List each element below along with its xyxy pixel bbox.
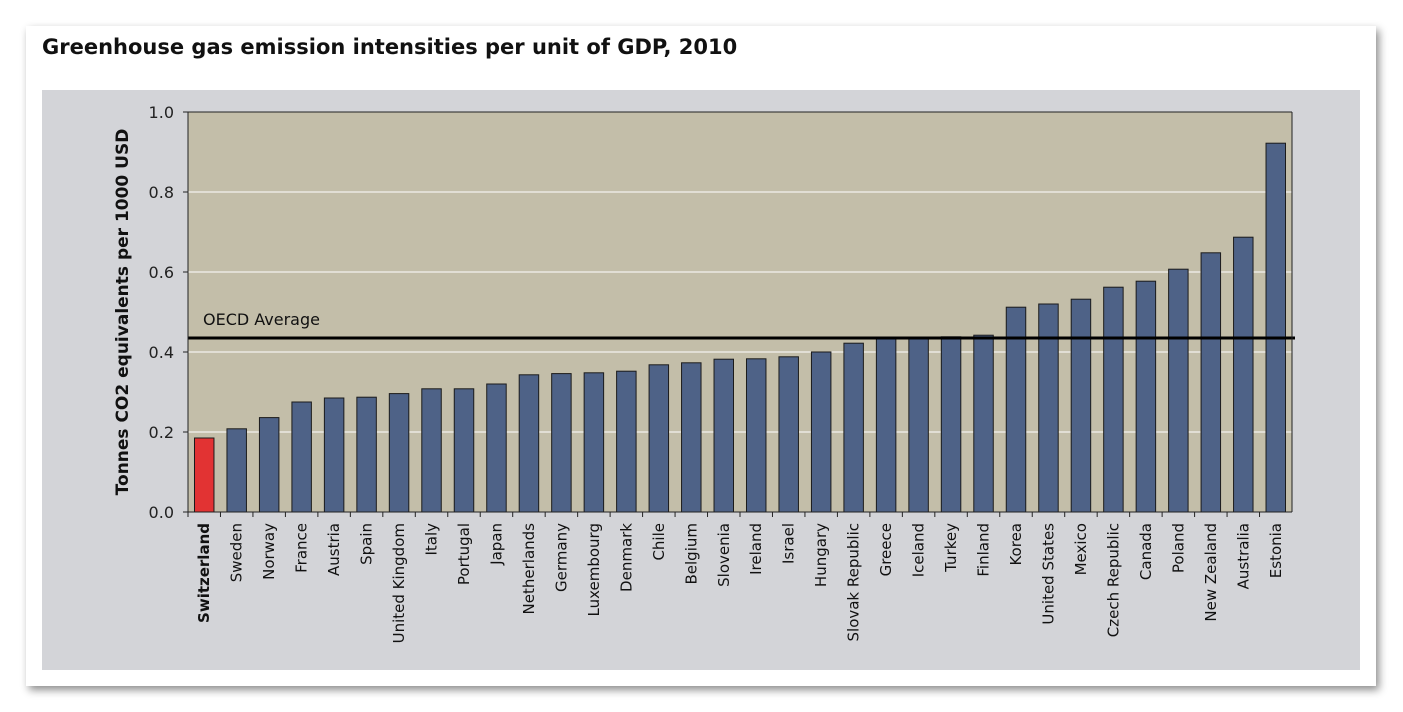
y-tick-label: 0.2 xyxy=(149,423,174,442)
bar-slovenia xyxy=(713,358,735,513)
x-tick-label: Australia xyxy=(1234,523,1252,589)
x-tick-label: Korea xyxy=(1007,523,1025,566)
x-tick-label: Luxembourg xyxy=(585,523,603,617)
chart-panel: OECD Average 0.0 0.2 0.4 0.6 0.8 1.0 Switzerl… xyxy=(42,90,1360,670)
x-tick-label: Estonia xyxy=(1267,523,1285,578)
bar-australia xyxy=(1233,236,1254,513)
y-tick-label: 0.4 xyxy=(149,343,174,362)
x-tick-label: Norway xyxy=(260,523,278,580)
bar-iceland xyxy=(908,337,929,513)
x-tick-label: Ireland xyxy=(747,523,765,575)
y-tick-label: 0.6 xyxy=(149,263,174,282)
bar-new-zealand xyxy=(1200,252,1222,513)
bar-france xyxy=(291,401,312,513)
bar-netherlands xyxy=(518,374,540,513)
y-tick-label: 0.8 xyxy=(149,183,174,202)
bar-israel xyxy=(778,356,799,513)
x-tick-label: United States xyxy=(1039,523,1057,625)
bar-greece xyxy=(875,337,897,513)
bar-germany xyxy=(551,373,572,513)
bar-united-kingdom xyxy=(388,393,410,513)
x-tick-label: Czech Republic xyxy=(1104,523,1122,637)
x-tick-label: Spain xyxy=(358,523,376,565)
bar-portugal xyxy=(453,388,475,513)
x-tick-label: Finland xyxy=(975,523,993,577)
x-tick-label: Netherlands xyxy=(520,523,538,615)
bar-sweden xyxy=(226,428,247,513)
x-tick-label: Japan xyxy=(487,523,505,566)
bar-estonia xyxy=(1265,142,1287,513)
bar-united-states xyxy=(1038,303,1059,513)
x-tick-label: Turkey xyxy=(942,523,960,573)
bar-italy xyxy=(421,388,442,513)
oecd-average-label: OECD Average xyxy=(203,310,320,329)
bar-chart: OECD Average 0.0 0.2 0.4 0.6 0.8 1.0 Switzerl… xyxy=(113,103,1295,644)
x-tick-label: Greece xyxy=(877,523,895,576)
y-axis-label: Tonnes CO2 equivalents per 1000 USD xyxy=(113,129,133,496)
chart-title: Greenhouse gas emission intensities per … xyxy=(42,35,738,59)
bar-switzerland xyxy=(193,437,215,513)
bar-finland xyxy=(973,334,994,513)
x-tick-label: United Kingdom xyxy=(390,523,408,643)
x-tick-label: Slovak Republic xyxy=(845,523,863,642)
bars xyxy=(193,142,1287,513)
x-tick-label: Poland xyxy=(1169,523,1187,573)
bar-poland xyxy=(1168,268,1189,513)
x-tick-label: Iceland xyxy=(910,523,928,577)
bar-denmark xyxy=(616,370,637,513)
x-tick-label: Mexico xyxy=(1072,523,1090,575)
x-tick-label: Switzerland xyxy=(195,523,213,623)
bar-luxembourg xyxy=(583,372,605,513)
bar-hungary xyxy=(810,351,832,513)
bar-norway xyxy=(258,417,280,513)
bar-ireland xyxy=(745,358,767,513)
y-tick-label: 1.0 xyxy=(149,103,174,122)
y-tick-labels: 0.0 0.2 0.4 0.6 0.8 1.0 xyxy=(149,103,174,522)
bar-mexico xyxy=(1070,298,1092,513)
y-tick-label: 0.0 xyxy=(149,503,174,522)
x-tick-label: New Zealand xyxy=(1202,523,1220,622)
bar-japan xyxy=(486,383,507,513)
x-tick-label: Israel xyxy=(780,523,798,564)
bar-belgium xyxy=(681,362,702,513)
x-tick-label: Denmark xyxy=(617,523,635,592)
bar-slovak-republic xyxy=(843,342,864,513)
chart-card: Greenhouse gas emission intensities per … xyxy=(26,26,1376,686)
x-tick-label: Hungary xyxy=(812,523,830,587)
bar-spain xyxy=(356,396,377,513)
x-tick-label: Germany xyxy=(552,523,570,592)
x-tick-label: Canada xyxy=(1137,523,1155,580)
x-tick-label: Slovenia xyxy=(715,523,733,587)
x-tick-label: Austria xyxy=(325,523,343,576)
axes xyxy=(183,111,1293,517)
bar-austria xyxy=(323,397,345,513)
x-tick-labels: Switzerland Sweden Norway France Austria Spai… xyxy=(195,523,1285,644)
x-tick-label: Belgium xyxy=(682,523,700,585)
x-tick-label: Sweden xyxy=(228,523,246,582)
x-tick-label: Portugal xyxy=(455,523,473,585)
plot-area xyxy=(188,112,1292,512)
bar-chile xyxy=(648,364,670,513)
bar-canada xyxy=(1135,280,1157,513)
x-tick-label: France xyxy=(293,523,311,573)
bar-czech-republic xyxy=(1103,286,1124,513)
x-tick-label: Chile xyxy=(650,523,668,561)
bar-turkey xyxy=(940,336,962,513)
x-tick-label: Italy xyxy=(423,523,441,556)
